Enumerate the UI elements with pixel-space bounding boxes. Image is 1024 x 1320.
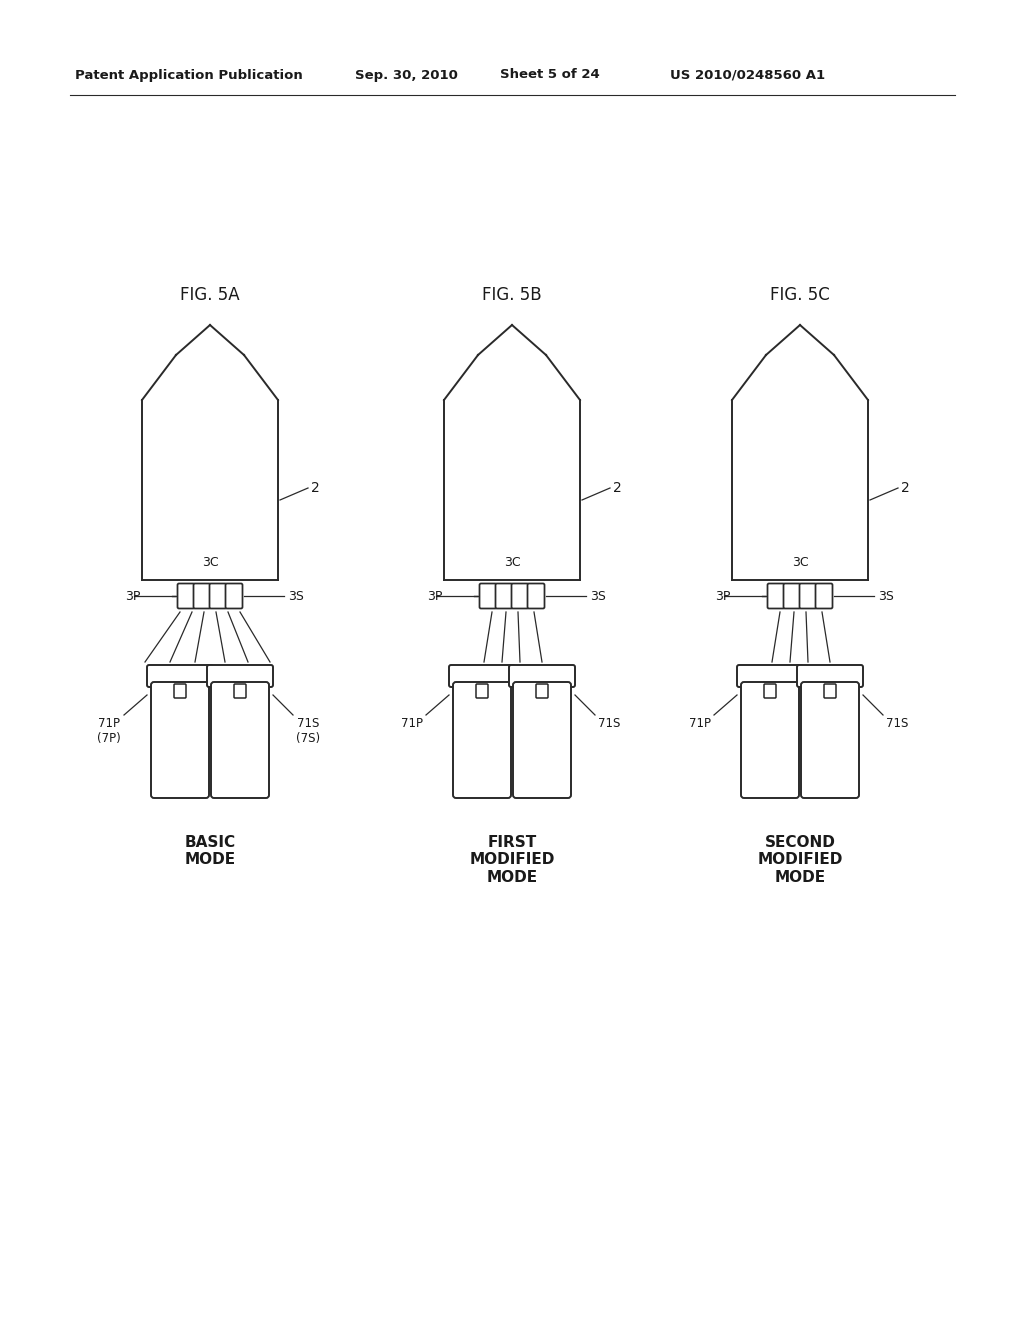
FancyBboxPatch shape [476, 684, 488, 698]
Text: 71S
(7S): 71S (7S) [296, 717, 321, 744]
Text: FIG. 5B: FIG. 5B [482, 286, 542, 304]
Text: FIRST
MODIFIED
MODE: FIRST MODIFIED MODE [469, 836, 555, 884]
Text: 71P
(7P): 71P (7P) [97, 717, 121, 744]
FancyBboxPatch shape [147, 665, 213, 686]
Text: 3S: 3S [590, 590, 606, 602]
Text: 71P: 71P [689, 717, 711, 730]
Text: 3S: 3S [288, 590, 304, 602]
Text: FIG. 5C: FIG. 5C [770, 286, 829, 304]
FancyBboxPatch shape [513, 682, 571, 799]
FancyBboxPatch shape [815, 583, 833, 609]
FancyBboxPatch shape [797, 665, 863, 686]
FancyBboxPatch shape [783, 583, 801, 609]
FancyBboxPatch shape [207, 665, 273, 686]
Text: 3C: 3C [202, 556, 218, 569]
FancyBboxPatch shape [479, 583, 497, 609]
FancyBboxPatch shape [449, 665, 515, 686]
FancyBboxPatch shape [174, 684, 186, 698]
FancyBboxPatch shape [211, 682, 269, 799]
Text: FIG. 5A: FIG. 5A [180, 286, 240, 304]
Text: 71P: 71P [401, 717, 423, 730]
Text: 71S: 71S [886, 717, 908, 730]
FancyBboxPatch shape [496, 583, 512, 609]
FancyBboxPatch shape [509, 665, 575, 686]
FancyBboxPatch shape [512, 583, 528, 609]
Text: 71S: 71S [598, 717, 621, 730]
Text: 3C: 3C [504, 556, 520, 569]
FancyBboxPatch shape [768, 583, 784, 609]
Text: 2: 2 [613, 480, 622, 495]
FancyBboxPatch shape [210, 583, 226, 609]
Text: Patent Application Publication: Patent Application Publication [75, 69, 303, 82]
Text: SECOND
MODIFIED
MODE: SECOND MODIFIED MODE [758, 836, 843, 884]
FancyBboxPatch shape [225, 583, 243, 609]
Text: BASIC
MODE: BASIC MODE [184, 836, 236, 867]
FancyBboxPatch shape [151, 682, 209, 799]
FancyBboxPatch shape [177, 583, 195, 609]
FancyBboxPatch shape [194, 583, 211, 609]
Text: Sep. 30, 2010: Sep. 30, 2010 [355, 69, 458, 82]
Text: 3S: 3S [878, 590, 894, 602]
Text: 2: 2 [901, 480, 909, 495]
Text: 3P: 3P [427, 590, 442, 602]
Text: 2: 2 [311, 480, 319, 495]
Text: 3P: 3P [715, 590, 730, 602]
FancyBboxPatch shape [737, 665, 803, 686]
Text: 3P: 3P [125, 590, 140, 602]
FancyBboxPatch shape [536, 684, 548, 698]
FancyBboxPatch shape [800, 583, 816, 609]
Text: Sheet 5 of 24: Sheet 5 of 24 [500, 69, 600, 82]
FancyBboxPatch shape [764, 684, 776, 698]
FancyBboxPatch shape [453, 682, 511, 799]
FancyBboxPatch shape [801, 682, 859, 799]
FancyBboxPatch shape [741, 682, 799, 799]
FancyBboxPatch shape [234, 684, 246, 698]
Text: US 2010/0248560 A1: US 2010/0248560 A1 [670, 69, 825, 82]
FancyBboxPatch shape [824, 684, 836, 698]
FancyBboxPatch shape [527, 583, 545, 609]
Text: 3C: 3C [792, 556, 808, 569]
